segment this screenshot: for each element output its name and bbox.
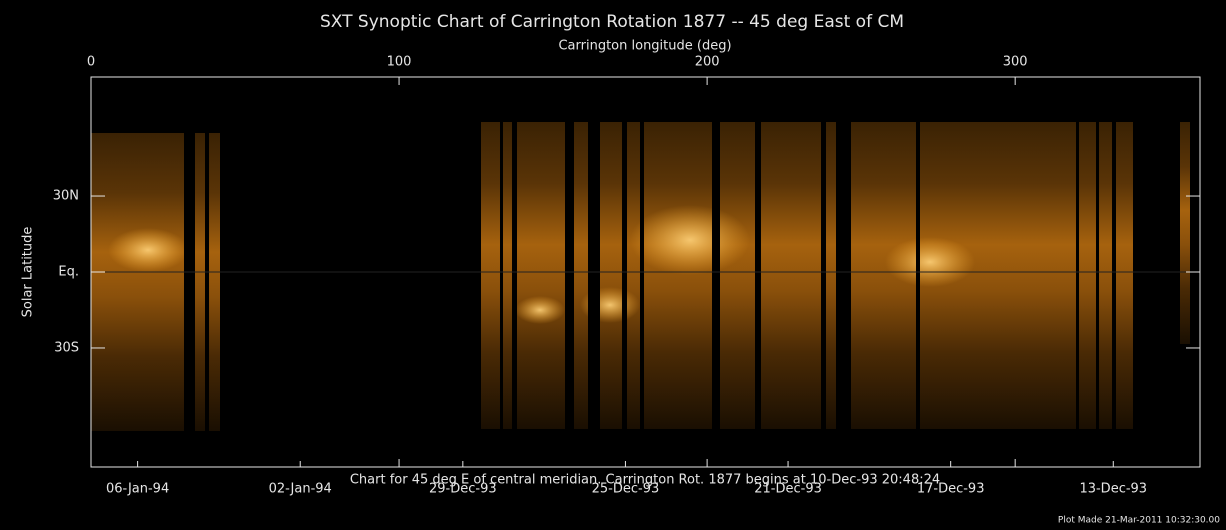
footnote: Plot Made 21-Mar-2011 10:32:30.00 (1058, 516, 1220, 526)
x-tick-label: 100 (387, 55, 412, 70)
synoptic-image (91, 120, 1200, 440)
chart-title: SXT Synoptic Chart of Carrington Rotatio… (320, 12, 904, 32)
x2-tick-label: 21-Dec-93 (754, 482, 822, 497)
x2-tick-label: 25-Dec-93 (592, 482, 660, 497)
x2-tick-label: 06-Jan-94 (106, 482, 169, 497)
y-tick-label: Eq. (58, 265, 79, 280)
x2-tick-label: 29-Dec-93 (429, 482, 497, 497)
x-tick-label: 200 (695, 55, 720, 70)
x2-tick-label: 02-Jan-94 (269, 482, 332, 497)
y-tick-label: 30S (54, 340, 79, 355)
x2-tick-label: 13-Dec-93 (1079, 482, 1147, 497)
x-axis-label: Carrington longitude (deg) (558, 39, 731, 54)
x-tick-label: 300 (1003, 55, 1028, 70)
x2-tick-label: 17-Dec-93 (917, 482, 985, 497)
y-tick-label: 30N (53, 189, 79, 204)
caption: Chart for 45 deg E of central meridian. … (350, 473, 940, 488)
y-axis-label: Solar Latitude (21, 227, 36, 318)
x-tick-label: 0 (87, 55, 95, 70)
